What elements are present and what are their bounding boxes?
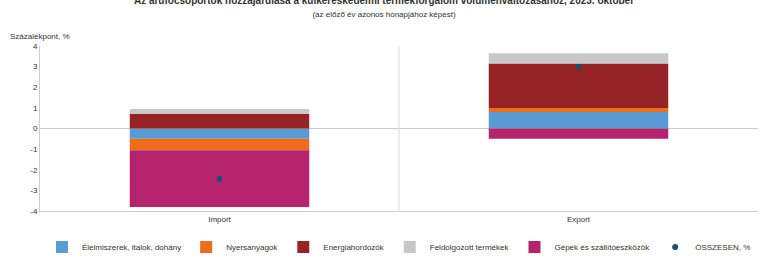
svg-text:Élelmiszerek, italok, dohány: Élelmiszerek, italok, dohány (82, 243, 181, 252)
svg-text:Gépek és szállítóeszközök: Gépek és szállítóeszközök (554, 243, 650, 252)
svg-text:-3: -3 (30, 186, 38, 195)
svg-text:0: 0 (33, 124, 38, 133)
svg-text:Energiahordozók: Energiahordozók (323, 243, 384, 252)
svg-text:Feldolgozott termékek: Feldolgozott termékek (430, 243, 510, 252)
svg-text:-1: -1 (30, 145, 38, 154)
svg-text:3: 3 (33, 62, 38, 71)
svg-text:Százalékpont, %: Százalékpont, % (10, 32, 70, 41)
svg-text:-2: -2 (30, 166, 38, 175)
svg-text:Az árufőcsoportok hozzájárulás: Az árufőcsoportok hozzájárulása a külker… (134, 0, 634, 19)
svg-text:1: 1 (33, 104, 38, 113)
svg-text:ÖSSZESEN, %: ÖSSZESEN, % (695, 243, 750, 252)
svg-text:Import: Import (208, 215, 231, 224)
svg-text:Nyersanyagok: Nyersanyagok (226, 243, 278, 252)
svg-text:2: 2 (33, 83, 38, 92)
svg-text:-4: -4 (30, 207, 38, 216)
svg-text:4: 4 (33, 42, 38, 51)
svg-text:Export: Export (567, 215, 591, 224)
